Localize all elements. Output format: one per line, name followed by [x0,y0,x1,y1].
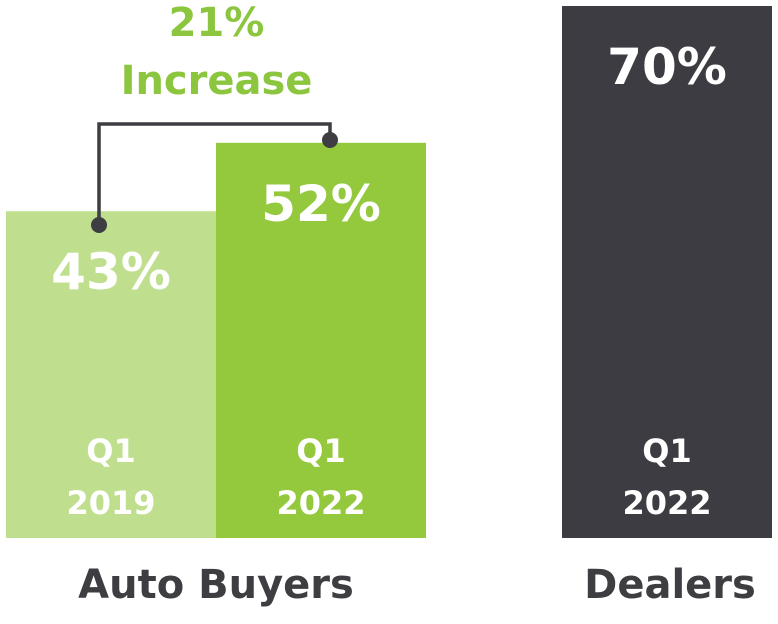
annotation-caption: Increase [121,58,313,104]
bars-layer: 43% Q1 2019 52% Q1 2022 70% Q1 2022 [6,6,772,539]
bracket-dot-end [322,132,338,148]
group-labels: Auto Buyers Dealers [78,562,756,608]
bar-period-quarter: Q1 [642,432,691,470]
bar-group-0-1: 52% Q1 2022 [216,142,426,539]
bar [216,142,426,539]
bar-period-year: 2019 [66,484,155,522]
bracket-dot-start [91,217,107,233]
group-label: Auto Buyers [78,562,354,608]
bar-group-1-0: 70% Q1 2022 [562,6,772,538]
annotation-percent: 21% [169,0,265,46]
bar-period-quarter: Q1 [86,432,135,470]
increase-annotation: 21% Increase [91,0,338,233]
bar-value-label: 43% [51,243,171,301]
bar [6,211,216,538]
bar-group-0-0: 43% Q1 2019 [6,211,216,538]
group-label: Dealers [584,562,756,608]
bar-value-label: 52% [261,175,381,233]
bar-period-year: 2022 [622,484,711,522]
bar-value-label: 70% [607,38,727,96]
bar [562,6,772,538]
bar-period-quarter: Q1 [296,432,345,470]
bar-period-year: 2022 [276,484,365,522]
